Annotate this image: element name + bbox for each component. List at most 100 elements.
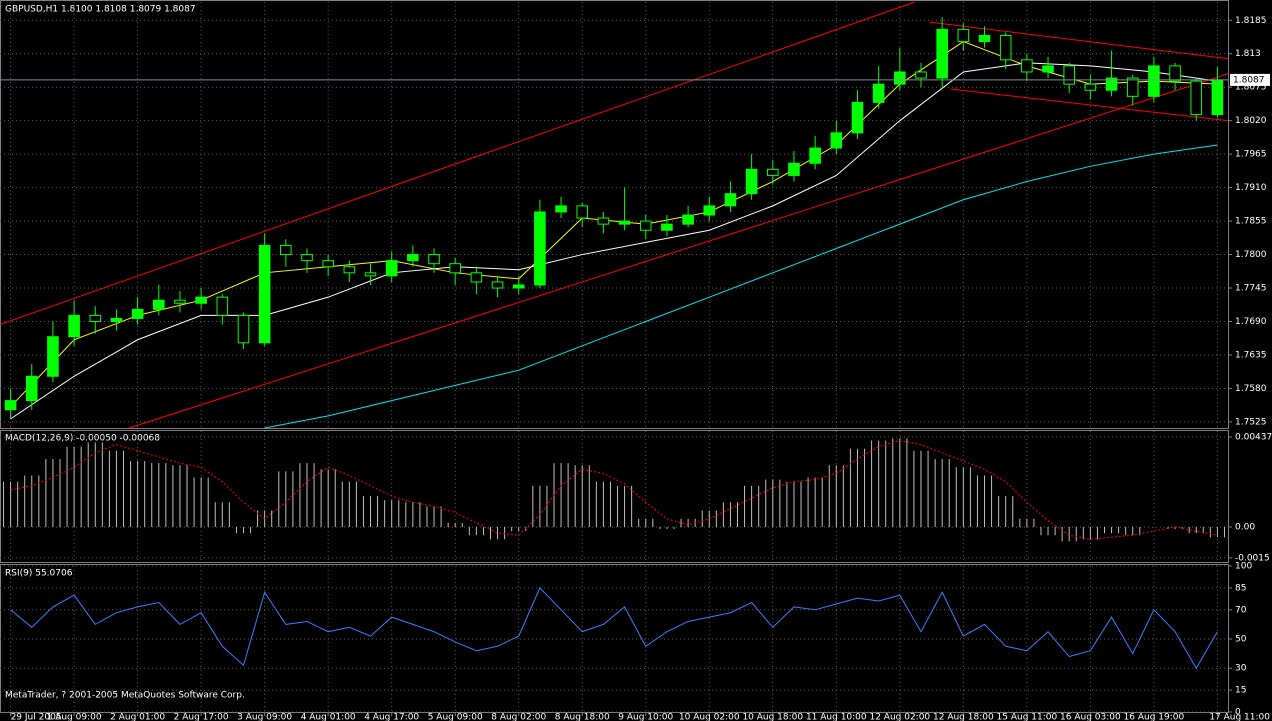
x-tick-label: 5 Aug 09:00: [428, 713, 483, 721]
trend-line: [950, 88, 1229, 122]
y-tick-label: 1.7580: [1235, 384, 1267, 394]
candle-body: [809, 147, 821, 164]
candle-body: [1148, 65, 1160, 97]
candle-body: [216, 296, 229, 316]
x-tick-label: 9 Aug 10:00: [618, 713, 673, 721]
candle-body: [491, 281, 504, 289]
candle-body: [618, 220, 631, 225]
y-tick-label: 0.00437: [1235, 432, 1272, 442]
candle-body: [195, 296, 207, 304]
y-tick-label: 1.7800: [1235, 250, 1267, 260]
x-tick-label: 4 Aug 01:00: [301, 713, 356, 721]
candle-body: [936, 28, 948, 79]
y-tick-label: 70: [1235, 605, 1247, 615]
candle-body: [449, 263, 461, 274]
x-tick-label: 10 Aug 02:00: [679, 713, 740, 721]
candle-body: [894, 71, 906, 85]
y-tick-label: 1.7855: [1235, 217, 1267, 227]
candle-body: [957, 28, 970, 43]
moving-average: [264, 144, 1218, 429]
candle-body: [1042, 65, 1054, 73]
y-tick-label: 0: [1235, 708, 1241, 718]
candle-body: [1021, 59, 1033, 73]
candle-body: [978, 34, 991, 43]
candle-body: [1169, 65, 1181, 82]
y-tick-label: 85: [1235, 583, 1246, 593]
candle-body: [385, 260, 398, 277]
candle-body: [767, 168, 779, 176]
candle-body: [237, 314, 250, 344]
y-tick-label: 1.7525: [1235, 417, 1267, 427]
trend-line: [0, 1, 915, 326]
candle-body: [1211, 79, 1224, 116]
candle-body: [470, 272, 483, 283]
candle-body: [830, 132, 843, 149]
candle-body: [428, 254, 440, 265]
candle-body: [661, 223, 673, 231]
candle-body: [915, 71, 927, 79]
moving-average: [10, 40, 1218, 408]
y-tick-label: 1.8185: [1235, 16, 1267, 26]
x-tick-label: 2 Aug 01:00: [110, 713, 165, 721]
y-tick-label: 1.8020: [1235, 116, 1267, 126]
candle-body: [576, 205, 589, 219]
candle-body: [131, 308, 144, 319]
last-price-box: [1230, 73, 1270, 86]
x-tick-label: 2 Aug 17:00: [174, 713, 229, 721]
candle-body: [89, 314, 102, 322]
candle-body: [597, 217, 610, 225]
candle-body: [47, 336, 59, 377]
rsi-line: [10, 587, 1218, 670]
price-header: GBPUSD,H1 1.8100 1.8108 1.8079 1.8087: [5, 5, 196, 15]
y-tick-label: 1.813: [1235, 49, 1261, 59]
y-tick-label: 1.7690: [1235, 317, 1267, 327]
price-panel: [0, 0, 1229, 429]
last-price-label: 1.8087: [1233, 75, 1265, 85]
moving-average: [10, 62, 1218, 420]
candle-body: [1126, 77, 1139, 97]
y-tick-label: 1.7965: [1235, 150, 1267, 160]
candle-body: [512, 284, 525, 289]
y-tick-label: 1.7910: [1235, 183, 1267, 193]
y-tick-label: 50: [1235, 635, 1247, 645]
candle-body: [280, 244, 292, 256]
candle-body: [724, 193, 737, 207]
candle-body: [999, 34, 1012, 61]
x-tick-label: 10 Aug 18:00: [742, 713, 803, 721]
x-tick-label: 15 Aug 11:00: [997, 713, 1058, 721]
y-tick-label: -0.0015: [1235, 553, 1270, 563]
candle-body: [322, 260, 334, 268]
candle-body: [851, 101, 864, 134]
y-tick-label: 1.7635: [1235, 350, 1267, 360]
candle-body: [110, 317, 123, 323]
candle-body: [872, 83, 885, 103]
trend-line: [128, 73, 1229, 429]
x-tick-label: 11 Aug 10:00: [806, 713, 867, 721]
candle-body: [1190, 80, 1203, 116]
x-tick-label: 8 Aug 02:00: [491, 713, 546, 721]
x-tick-label: 29 Jul 2005: [11, 713, 62, 721]
candle-body: [1105, 77, 1118, 91]
y-tick-label: 1.8075: [1235, 83, 1267, 93]
x-tick-label: 16 Aug 03:00: [1060, 713, 1121, 721]
x-tick-label: 12 Aug 18:00: [933, 713, 994, 721]
candle-body: [1063, 65, 1076, 85]
candle-body: [301, 254, 313, 262]
candle-body: [258, 244, 271, 344]
candle-body: [534, 211, 546, 286]
macd-header: MACD(12,26,9) -0.00050 -0.00068: [5, 434, 160, 444]
candle-body: [407, 254, 419, 262]
rsi-header: RSI(9) 55.0706: [5, 569, 73, 579]
y-tick-label: 1.7745: [1235, 284, 1267, 294]
candle-body: [364, 272, 377, 277]
y-tick-label: 15: [1235, 686, 1246, 696]
x-tick-label: 4 Aug 17:00: [364, 713, 419, 721]
candle-body: [153, 299, 165, 310]
candle-body: [25, 375, 38, 402]
candle-body: [788, 162, 800, 176]
y-tick-label: 30: [1235, 664, 1247, 674]
candle-body: [343, 266, 356, 274]
y-tick-label: 0.00: [1235, 522, 1255, 532]
